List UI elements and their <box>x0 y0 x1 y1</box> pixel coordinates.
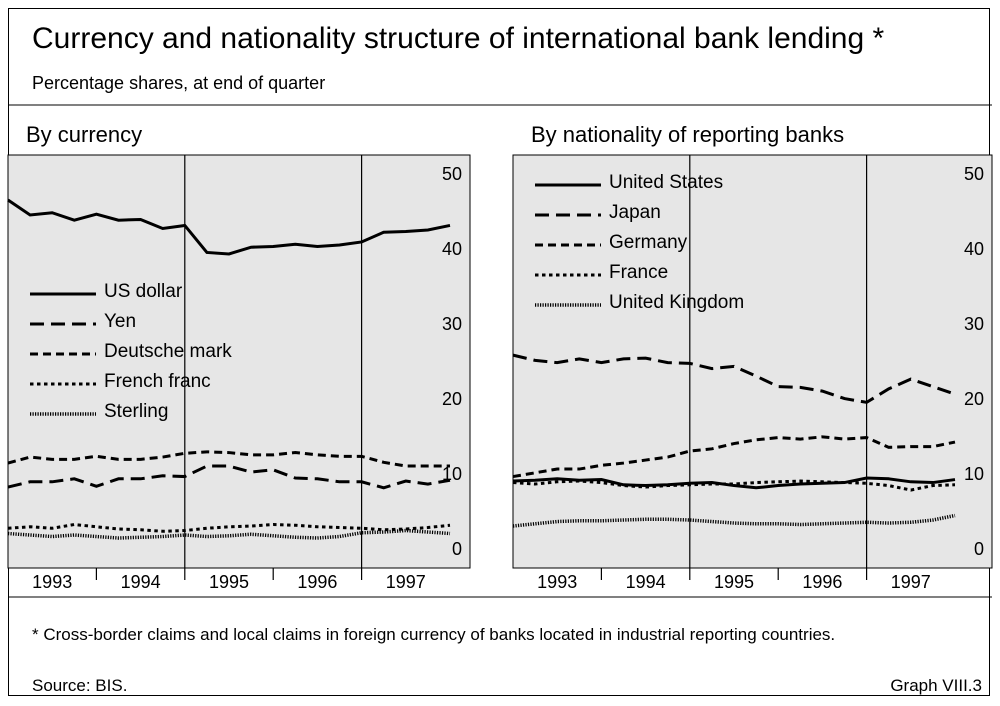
y-tick-label: 10 <box>964 464 984 484</box>
x-tick-label: 1996 <box>297 572 337 592</box>
series-line <box>512 435 956 479</box>
y-tick-label: 20 <box>442 389 462 409</box>
y-tick-label: 50 <box>964 164 984 184</box>
legend-label: Deutsche mark <box>104 341 232 362</box>
x-tick-label: 1997 <box>891 572 931 592</box>
x-tick-label: 1994 <box>121 572 161 592</box>
plot-area <box>512 154 993 569</box>
series-line <box>512 476 956 490</box>
legend-label: France <box>609 262 668 283</box>
y-tick-label: 10 <box>442 464 462 484</box>
legend-label: Japan <box>609 202 661 223</box>
y-tick-label: 30 <box>442 314 462 334</box>
legend-label: United States <box>609 172 723 193</box>
y-tick-label: 0 <box>974 539 984 559</box>
y-tick-label: 40 <box>442 239 462 259</box>
subtitle: Percentage shares, at end of quarter <box>32 73 326 93</box>
plot-area <box>7 154 471 569</box>
y-tick-label: 30 <box>964 314 984 334</box>
panel-title: By currency <box>26 122 142 147</box>
legend-label: United Kingdom <box>609 292 744 313</box>
y-tick-label: 0 <box>452 539 462 559</box>
x-tick-label: 1994 <box>626 572 666 592</box>
legend-label: Yen <box>104 311 136 332</box>
legend-label: French franc <box>104 371 211 392</box>
x-tick-label: 1995 <box>209 572 249 592</box>
panel-title: By nationality of reporting banks <box>531 122 844 147</box>
source: Source: BIS. <box>32 676 128 695</box>
y-tick-label: 40 <box>964 239 984 259</box>
x-tick-label: 1996 <box>802 572 842 592</box>
y-tick-label: 20 <box>964 389 984 409</box>
series-line <box>7 450 450 468</box>
footnote: * Cross-border claims and local claims i… <box>32 625 836 644</box>
series-line <box>7 198 451 256</box>
x-tick-label: 1993 <box>537 572 577 592</box>
legend-label: Germany <box>609 232 688 253</box>
legend-label: US dollar <box>104 281 183 302</box>
x-tick-label: 1995 <box>714 572 754 592</box>
series-line <box>7 464 451 490</box>
legend-label: Sterling <box>104 401 168 422</box>
series-line <box>512 353 956 404</box>
x-tick-label: 1997 <box>386 572 426 592</box>
x-tick-label: 1993 <box>32 572 72 592</box>
title: Currency and nationality structure of in… <box>32 22 885 55</box>
graph-label: Graph VIII.3 <box>890 676 982 695</box>
y-tick-label: 50 <box>442 164 462 184</box>
